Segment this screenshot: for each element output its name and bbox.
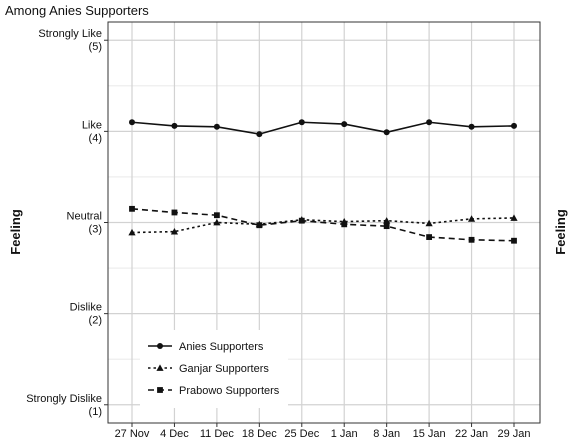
series-2-point <box>128 228 136 236</box>
series-3-point <box>256 222 263 229</box>
series-3-point <box>298 217 305 224</box>
x-tick-label: 22 Jan <box>455 428 488 440</box>
series-2-point <box>170 228 179 235</box>
y-tick-sublabel: (4) <box>89 132 102 144</box>
series-2-point <box>510 214 518 221</box>
legend-label: Prabowo Supporters <box>179 385 280 397</box>
series-3-point <box>426 234 433 240</box>
chart-title: Among Anies Supporters <box>5 3 149 18</box>
series-1-point <box>511 122 517 129</box>
plot-area: Strongly Like(5) Like(4) Neutral(3) Dislike… <box>26 21 541 440</box>
y-tick-sublabel: (2) <box>89 315 102 327</box>
legend-background <box>140 330 288 408</box>
series-3-point <box>171 209 178 216</box>
legend: Anies Supporters Ganjar Supporters Prabowo… <box>140 330 288 408</box>
series-3-point <box>213 212 220 219</box>
legend-key-marker <box>157 387 163 393</box>
y-tick-sublabel: (5) <box>89 41 102 53</box>
x-tick-label: 4 Dec <box>160 428 189 440</box>
series-2-point <box>467 215 476 222</box>
x-tick-label: 8 Jan <box>373 428 400 440</box>
y-tick-label: Neutral <box>67 211 102 223</box>
y-tick-label: Strongly Dislike <box>26 393 102 405</box>
series-3-point <box>341 221 348 228</box>
x-tick-label: 25 Dec <box>284 428 319 440</box>
y-tick-sublabel: (3) <box>89 224 102 236</box>
x-tick-label: 1 Jan <box>331 428 358 440</box>
x-tick-label: 18 Dec <box>242 428 277 440</box>
x-tick-label: 15 Jan <box>413 428 446 440</box>
series-1-point <box>468 123 475 130</box>
series-line-2 <box>131 217 515 234</box>
series-1-point <box>298 119 305 126</box>
series-1-point <box>341 121 348 128</box>
legend-label: Anies Supporters <box>179 341 264 353</box>
x-tick-label: 11 Dec <box>200 428 235 440</box>
series-1-point <box>171 122 178 129</box>
legend-label: Ganjar Supporters <box>179 363 269 375</box>
plot-border <box>107 21 541 424</box>
series-2-point <box>425 219 433 227</box>
series-2-point <box>213 218 221 226</box>
series-1-point <box>129 119 135 126</box>
series-2-point <box>383 217 391 224</box>
y-axis-label-right: Feeling <box>553 209 568 255</box>
legend-key-marker <box>156 364 164 371</box>
y-tick-label: Like <box>82 119 102 131</box>
x-tick-label: 29 Jan <box>497 428 530 440</box>
series-1-point <box>426 119 433 126</box>
series-3-point <box>383 223 390 230</box>
y-tick-sublabel: (1) <box>89 406 102 418</box>
series-3-point <box>129 205 135 212</box>
x-tick-label: 27 Nov <box>115 428 150 440</box>
y-tick-label: Strongly Like <box>38 28 102 40</box>
series-3-point <box>468 236 475 243</box>
series-3-point <box>511 237 517 244</box>
legend-key-marker <box>157 343 163 349</box>
y-tick-label: Dislike <box>70 302 102 314</box>
series-1-point <box>213 123 220 130</box>
series-1-point <box>383 129 390 136</box>
y-axis-label-left: Feeling <box>8 209 23 255</box>
series-line-1 <box>131 121 515 135</box>
series-1-point <box>256 131 263 138</box>
series-line-3 <box>131 208 515 242</box>
